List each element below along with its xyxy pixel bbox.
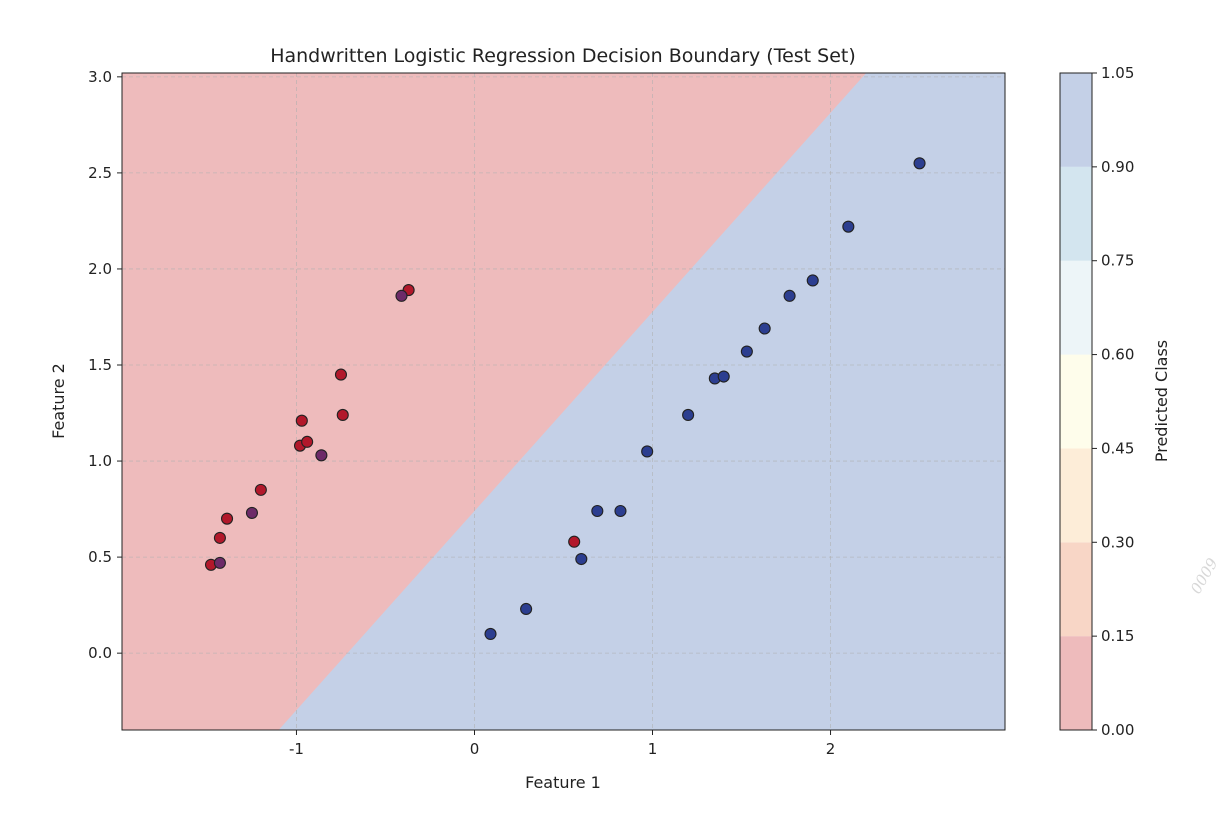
data-point <box>334 368 348 381</box>
y-tick-label: 2.5 <box>88 164 112 182</box>
data-point <box>315 449 328 462</box>
data-point <box>614 504 627 518</box>
data-point <box>913 157 926 170</box>
data-point <box>301 435 314 448</box>
colorbar-segment <box>1060 448 1092 543</box>
y-tick-label: 1.5 <box>88 356 112 374</box>
colorbar-segment <box>1060 354 1092 449</box>
colorbar-segment <box>1060 542 1092 637</box>
x-tick-label: 1 <box>648 740 658 758</box>
decision-region-class-1 <box>278 73 1005 730</box>
colorbar-label: Predicted Class <box>1152 340 1171 462</box>
data-point <box>254 483 267 496</box>
colorbar-tick-label: 0.00 <box>1101 721 1134 739</box>
data-points <box>204 157 926 640</box>
data-point <box>682 408 695 421</box>
data-point <box>395 289 408 302</box>
x-tick-label: 0 <box>470 740 480 758</box>
colorbar-tick-label: 0.30 <box>1101 533 1134 551</box>
colorbar: 0.00 0.15 0.30 0.45 0.60 0.75 0.90 1.05 <box>1059 64 1134 739</box>
y-tick-label: 3.0 <box>88 68 112 86</box>
x-axis-ticks: -1 0 1 2 <box>289 730 835 758</box>
y-axis-ticks: 0.0 0.5 1.0 1.5 2.0 2.5 3.0 <box>88 68 122 662</box>
colorbar-tick-label: 0.90 <box>1101 158 1134 176</box>
data-point <box>484 627 497 640</box>
data-point <box>717 370 730 383</box>
data-point <box>783 289 796 302</box>
data-point <box>220 512 234 525</box>
x-tick-label: 2 <box>826 740 836 758</box>
colorbar-segment <box>1060 73 1092 167</box>
plot-area <box>122 73 1005 730</box>
data-point <box>568 535 581 548</box>
data-point <box>806 274 819 287</box>
x-axis-label: Feature 1 <box>525 773 601 792</box>
grid <box>122 73 1005 730</box>
colorbar-segment <box>1060 636 1092 730</box>
data-point <box>842 220 855 233</box>
data-point <box>245 506 259 519</box>
data-point <box>213 531 226 544</box>
colorbar-frame <box>1059 72 1093 731</box>
colorbar-tick-label: 1.05 <box>1101 64 1134 82</box>
data-point <box>758 322 771 335</box>
data-point <box>295 414 308 427</box>
colorbar-tick-label: 0.75 <box>1101 252 1134 270</box>
x-tick-label: -1 <box>289 740 304 758</box>
data-point <box>740 345 753 358</box>
chart-title: Handwritten Logistic Regression Decision… <box>270 45 856 67</box>
y-tick-label: 0.5 <box>88 548 112 566</box>
data-point <box>591 504 604 518</box>
y-tick-label: 2.0 <box>88 260 112 278</box>
y-tick-label: 0.0 <box>88 644 112 662</box>
colorbar-tick-label: 0.45 <box>1101 439 1134 457</box>
plot-frame <box>121 72 1006 731</box>
colorbar-segment <box>1060 260 1092 355</box>
data-point <box>336 408 349 421</box>
y-axis-label: Feature 2 <box>49 363 68 439</box>
data-point <box>575 552 588 566</box>
colorbar-tick-label: 0.15 <box>1101 627 1134 645</box>
colorbar-segment <box>1060 166 1092 261</box>
data-point <box>213 556 226 569</box>
watermark: 0009 <box>1187 555 1222 597</box>
y-tick-label: 1.0 <box>88 452 112 470</box>
colorbar-tick-label: 0.60 <box>1101 346 1134 364</box>
data-point <box>641 445 654 458</box>
data-point <box>520 602 533 616</box>
